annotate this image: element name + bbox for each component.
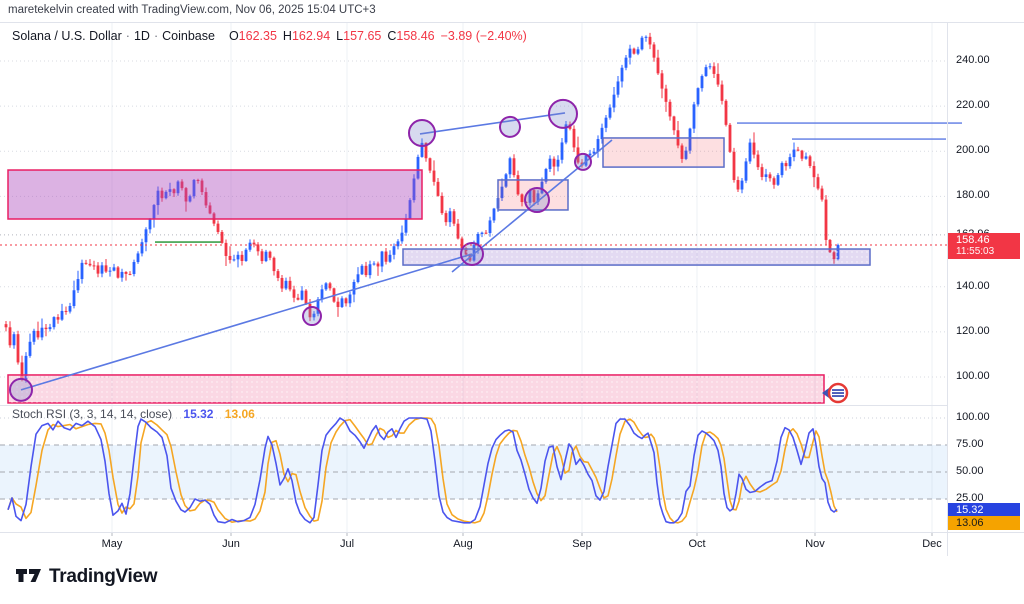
last-price-badge: 158.46 11:55:03 <box>948 233 1020 260</box>
candlestick-series[interactable] <box>4 32 840 383</box>
circle-annotation <box>548 98 578 129</box>
indicator-title[interactable]: Stoch RSI (3, 3, 14, 14, close) <box>12 407 173 421</box>
open-value: 162.35 <box>238 29 277 43</box>
time-axis[interactable]: May Jun Jul Aug Sep Oct Nov Dec <box>0 532 947 556</box>
circle-annotation <box>499 115 521 138</box>
high-value: 162.94 <box>291 29 331 43</box>
change-value: −3.89 (−2.40%) <box>440 29 527 43</box>
stoch-k-value: 15.32 <box>183 407 214 421</box>
symbol-exchange[interactable]: Coinbase <box>162 29 215 43</box>
tradingview-logo-text: TradingView <box>49 566 158 587</box>
time-axis-month-label: Jun <box>222 538 240 550</box>
close-label: C <box>387 29 397 43</box>
pane-divider <box>0 405 947 406</box>
legend-separator: · <box>153 29 159 43</box>
time-axis-month-label: Aug <box>453 538 473 550</box>
time-axis-separator <box>0 532 1024 533</box>
time-axis-month-label: Dec <box>922 538 942 550</box>
rsi-scale-label: 50.00 <box>956 465 984 477</box>
high-label: H <box>282 29 292 43</box>
bar-countdown: 11:55:03 <box>956 246 995 258</box>
price-scale-label: 140.00 <box>956 279 990 292</box>
time-axis-month-label: Nov <box>805 538 825 550</box>
footer: TradingView <box>0 556 1024 604</box>
supply-zone-may <box>7 169 423 220</box>
circle-annotation <box>574 152 592 171</box>
ascending-trendline-steep <box>451 139 613 273</box>
zone-drawings[interactable] <box>7 137 871 404</box>
last-price-value: 158.46 <box>956 234 990 247</box>
circle-annotation <box>302 306 322 327</box>
indicator-legend: Stoch RSI (3, 3, 14, 14, close) 15.32 13… <box>12 407 255 421</box>
low-label: L <box>336 29 344 43</box>
price-scale-label: 120.00 <box>956 324 990 337</box>
stoch-k-badge: 15.32 <box>948 503 1020 518</box>
time-axis-month-label: Oct <box>688 538 706 550</box>
symbol-interval[interactable]: 1D <box>133 29 150 43</box>
tradingview-logo-icon <box>16 569 41 582</box>
low-value: 157.65 <box>343 29 382 43</box>
stoch-rsi-k-line <box>7 417 838 524</box>
price-scale[interactable]: 158.46 11:55:03 15.32 13.06 240.00 220.00… <box>948 22 1024 556</box>
flag-sticker-icon[interactable] <box>822 382 849 404</box>
price-scale-separator <box>947 22 948 556</box>
tradingview-logo[interactable]: TradingView <box>16 566 158 588</box>
open-label: O <box>228 29 239 43</box>
circle-annotation <box>460 241 484 266</box>
grid-lines <box>0 22 947 536</box>
circle-annotation <box>408 119 436 148</box>
supply-zone-oct <box>602 137 725 168</box>
ascending-trendline-long <box>20 253 473 391</box>
time-axis-month-label: Sep <box>572 538 592 550</box>
legend-separator: · <box>125 29 130 43</box>
circle-annotations[interactable] <box>9 98 592 402</box>
price-scale-label: 220.00 <box>956 99 990 112</box>
trendline-drawings[interactable] <box>20 112 613 391</box>
pane-top-border <box>0 22 1024 23</box>
ohlc-values: O162.35 H162.94 L157.65 C158.46 −3.89 (−2.40… <box>223 29 527 43</box>
horizontal-line-drawings[interactable] <box>0 122 962 243</box>
stoch-rsi-d-line <box>7 417 838 524</box>
attribution-text: maretekelvin created with TradingView.co… <box>8 4 376 16</box>
rsi-scale-label: 25.00 <box>956 492 984 504</box>
circle-annotation <box>524 187 550 214</box>
stoch-d-badge: 13.06 <box>948 516 1020 531</box>
symbol-legend: Solana / U.S. Dollar · 1D · Coinbase O162.35 H… <box>12 29 527 43</box>
time-axis-month-label: Jul <box>339 538 355 550</box>
price-scale-label: 100.00 <box>956 370 990 382</box>
time-axis-month-label: May <box>101 538 123 550</box>
price-scale-label: 240.00 <box>956 54 990 66</box>
symbol-title[interactable]: Solana / U.S. Dollar <box>12 29 122 43</box>
stoch-d-value: 13.06 <box>224 407 255 421</box>
upper-resistance-trendline <box>419 112 566 135</box>
price-scale-label: 200.00 <box>956 144 990 157</box>
close-value: 158.46 <box>396 29 435 43</box>
rsi-scale-label: 75.00 <box>956 438 984 450</box>
rsi-scale-label: 100.00 <box>956 411 990 423</box>
price-scale-label: 180.00 <box>956 189 990 202</box>
circle-annotation <box>9 377 33 402</box>
